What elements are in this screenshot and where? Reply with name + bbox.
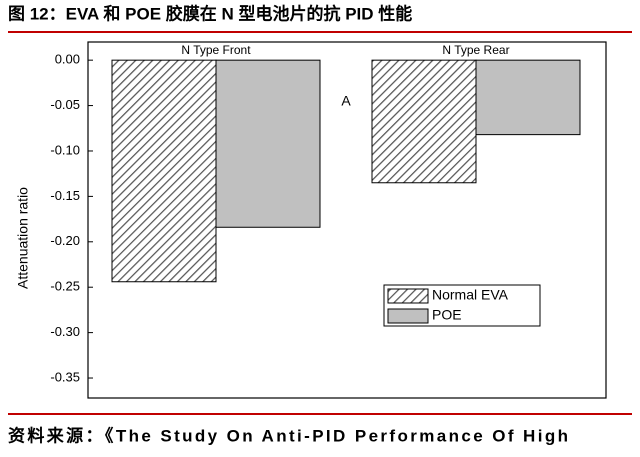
legend-swatch — [387, 308, 429, 324]
y-tick-label: -0.20 — [50, 233, 80, 248]
y-tick-label: -0.15 — [50, 188, 80, 203]
y-axis-label: Attenuation ratio — [15, 187, 31, 289]
source: 资料来源：《The Study On Anti-PID Performance … — [8, 425, 568, 445]
figure-title: 图 12：EVA 和 POE 胶膜在 N 型电池片的抗 PID 性能 — [8, 3, 412, 23]
legend-label: Normal EVA — [432, 287, 509, 303]
y-tick-label: -0.10 — [50, 142, 80, 157]
y-tick-label: -0.35 — [50, 369, 80, 384]
legend-label: POE — [432, 307, 462, 323]
bar — [111, 59, 217, 283]
y-tick-label: 0.00 — [55, 52, 80, 67]
y-tick-label: -0.30 — [50, 324, 80, 339]
legend-swatch — [387, 288, 429, 304]
category-label: N Type Front — [181, 43, 251, 57]
category-label: N Type Rear — [442, 43, 509, 57]
y-tick-label: -0.05 — [50, 97, 80, 112]
bar — [475, 59, 581, 136]
annotation: A — [341, 93, 351, 109]
y-tick-label: -0.25 — [50, 279, 80, 294]
plot-frame — [87, 41, 607, 399]
bar — [215, 59, 321, 228]
bar — [371, 59, 477, 184]
